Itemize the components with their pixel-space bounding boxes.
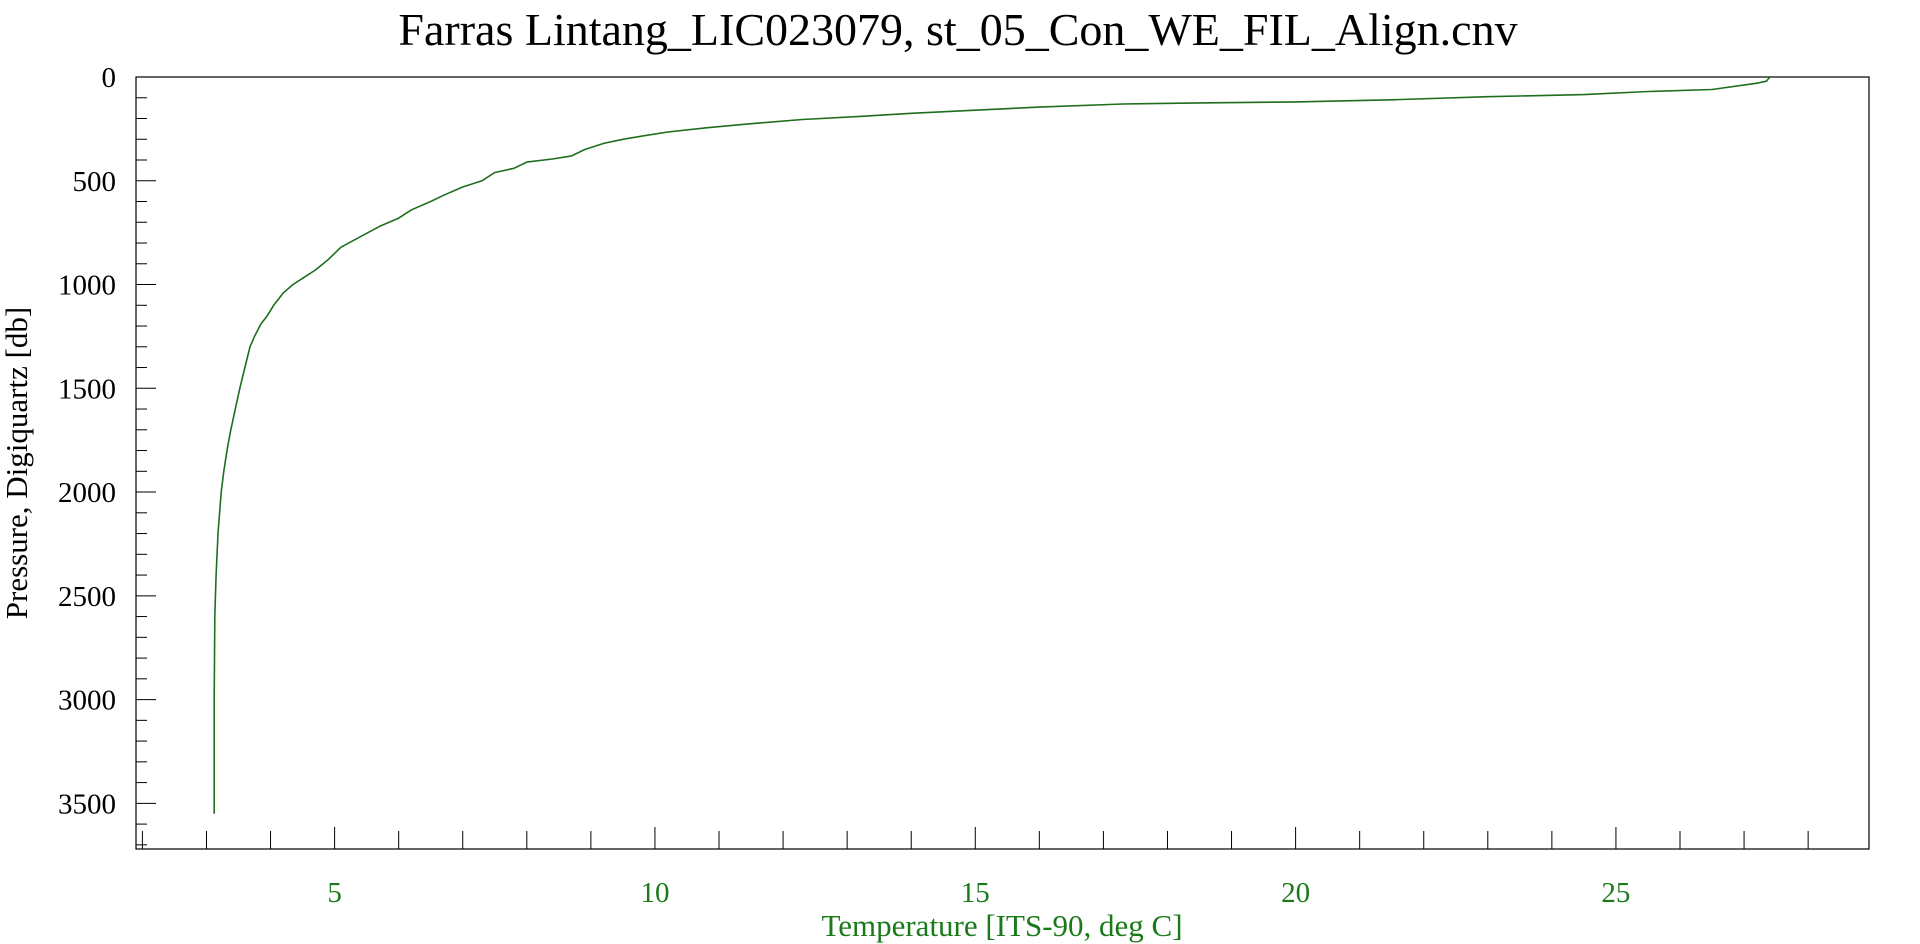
y-tick-label: 500 xyxy=(73,166,117,198)
y-tick-label: 3000 xyxy=(58,685,116,717)
x-tick-label: 25 xyxy=(1601,877,1630,909)
y-tick-label: 2000 xyxy=(58,477,116,509)
x-tick-label: 5 xyxy=(327,877,342,909)
x-tick-label: 15 xyxy=(961,877,990,909)
plot-frame xyxy=(135,76,1870,850)
series-line-temperature xyxy=(213,76,1771,814)
y-tick-label: 2500 xyxy=(58,581,116,613)
y-tick-label: 3500 xyxy=(58,788,116,820)
x-axis-label: Temperature [ITS-90, deg C] xyxy=(821,908,1182,943)
y-tick-label: 0 xyxy=(102,62,117,94)
y-tick-label: 1500 xyxy=(58,373,116,405)
y-axis: 0 500 1000 1500 2000 2500 3000 3500 xyxy=(58,62,156,846)
chart-title: Farras Lintang_LIC023079, st_05_Con_WE_F… xyxy=(398,4,1517,55)
x-tick-label: 20 xyxy=(1281,877,1310,909)
x-axis: 5 10 15 20 25 xyxy=(141,827,1809,909)
x-tick-label: 10 xyxy=(640,877,669,909)
y-axis-label: Pressure, Digiquartz [db] xyxy=(0,307,34,620)
y-tick-label: 1000 xyxy=(58,270,116,302)
series-layer xyxy=(213,76,1771,814)
